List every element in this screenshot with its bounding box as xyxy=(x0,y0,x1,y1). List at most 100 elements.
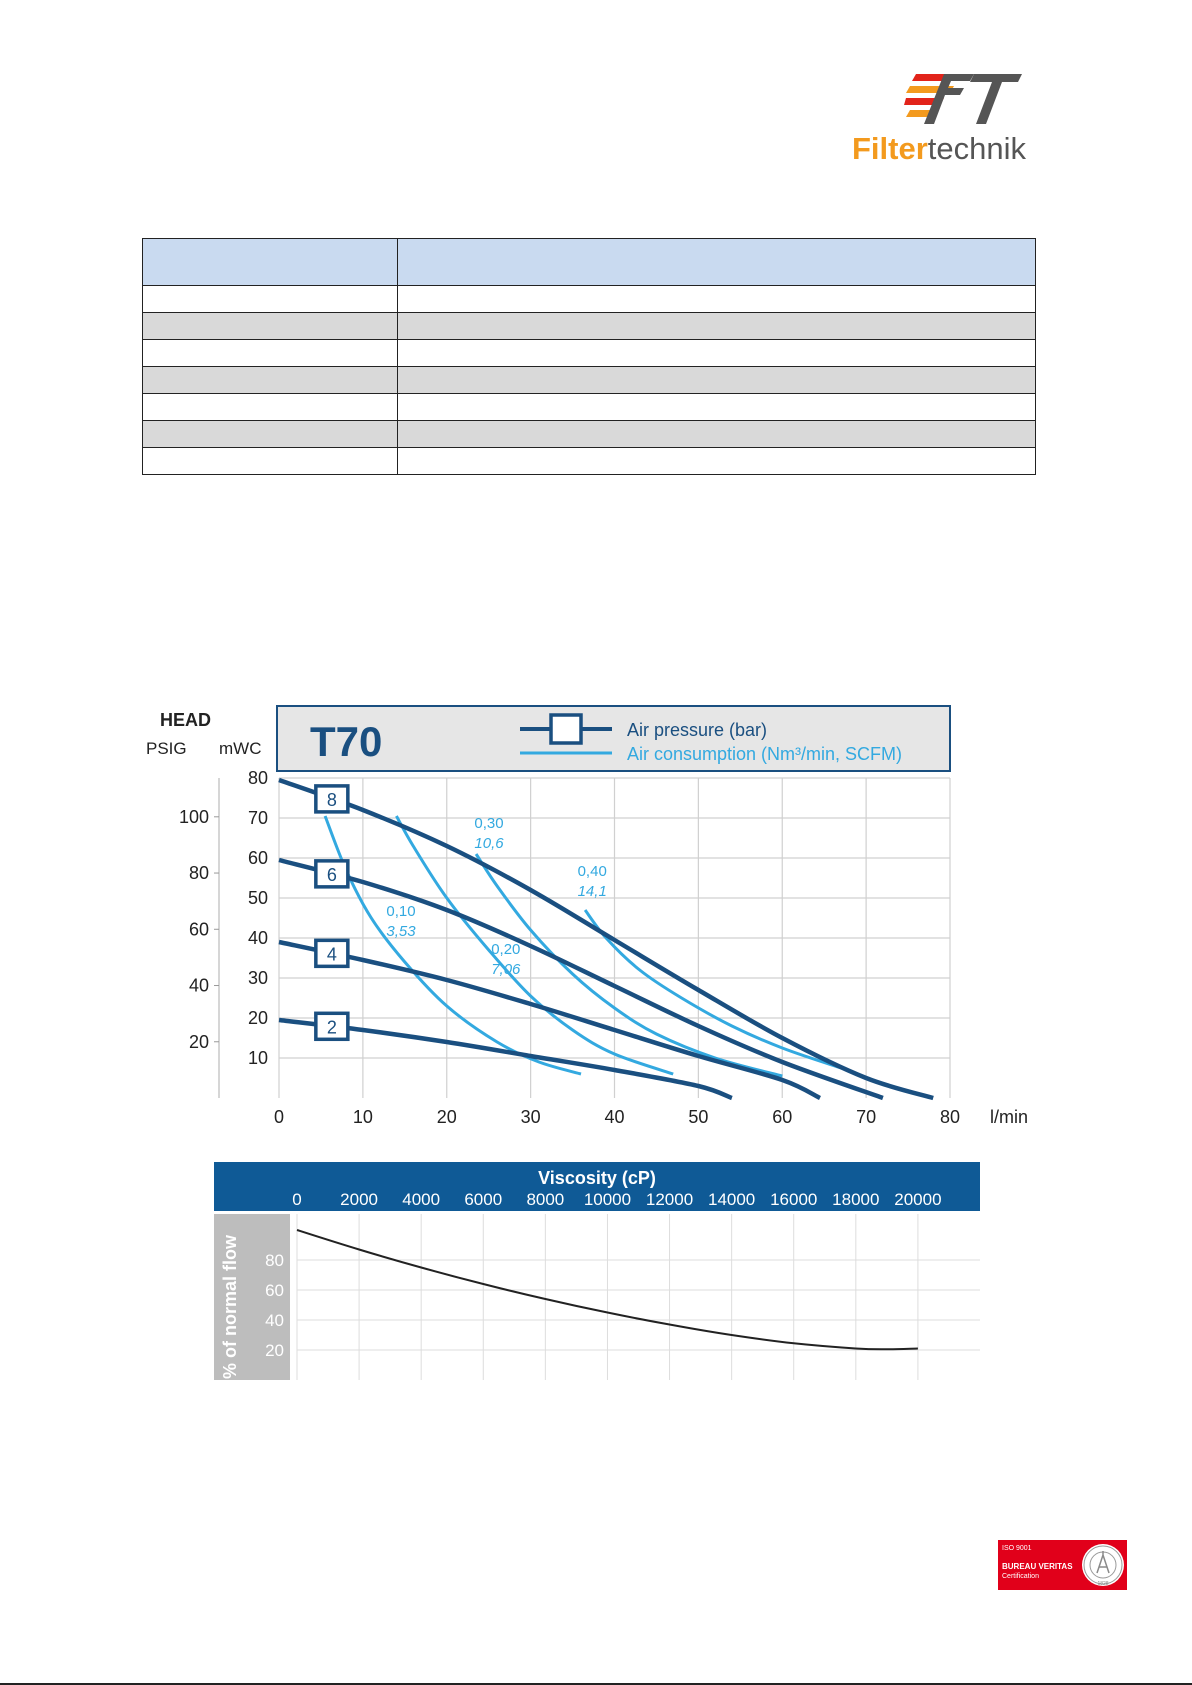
x-tick-label: 80 xyxy=(940,1107,960,1127)
seal-line1: ISO 9001 xyxy=(1002,1545,1032,1552)
viscosity-series xyxy=(296,1229,918,1351)
consumption-label-metric: 0,40 xyxy=(578,863,607,880)
viscosity-grid xyxy=(296,1214,980,1380)
legend-pressure-label: Air pressure (bar) xyxy=(627,720,767,740)
pressure-label-box xyxy=(314,938,350,969)
air-pressure-curve xyxy=(278,1017,733,1101)
table-cell xyxy=(142,312,398,340)
pressure-label-box xyxy=(314,784,350,814)
x-tick-label: 20000 xyxy=(894,1190,941,1209)
legend-pressure-box xyxy=(549,713,583,745)
chart-data-labels: 8 6 4 2 0,10 3,53 0,20 7,06 0,30 10,6 0,40 14,1 xyxy=(314,784,607,1042)
y-unit-mwc: mWC xyxy=(219,739,261,758)
seal-line2: BUREAU VERITAS xyxy=(1002,1562,1073,1571)
air-pressure-curve xyxy=(278,777,934,1101)
table-cell xyxy=(397,312,1036,340)
bureau-veritas-seal: ISO 9001 BUREAU VERITAS Certification 18… xyxy=(998,1540,1127,1590)
table-row xyxy=(142,312,1036,340)
y-tick-label-psig: 100 xyxy=(179,807,209,827)
consumption-label-metric: 0,20 xyxy=(491,941,520,958)
x-tick-label: 18000 xyxy=(832,1190,879,1209)
table-cell xyxy=(397,366,1036,394)
pressure-label-box xyxy=(314,859,350,889)
table-cell xyxy=(142,366,398,394)
pressure-label: 4 xyxy=(327,944,337,964)
viscosity-y-label: % of normal flow xyxy=(220,1234,240,1379)
specification-table xyxy=(142,238,1036,475)
x-tick-label: 16000 xyxy=(770,1190,817,1209)
table-cell xyxy=(142,447,398,475)
page-bottom-rule xyxy=(0,1683,1192,1685)
air-pressure-curve xyxy=(278,857,884,1101)
x-tick-label: 20 xyxy=(437,1107,457,1127)
x-tick-label: 0 xyxy=(292,1190,301,1209)
viscosity-header xyxy=(214,1162,980,1211)
x-tick-label: 10 xyxy=(353,1107,373,1127)
x-tick-label: 10000 xyxy=(584,1190,631,1209)
air-consumption-curve xyxy=(583,909,842,1070)
air-consumption-curve xyxy=(474,853,783,1078)
company-name-part1: Filter xyxy=(852,131,928,166)
x-tick-label: 8000 xyxy=(526,1190,564,1209)
table-row xyxy=(142,420,1036,448)
chart-title: T70 xyxy=(310,718,382,765)
y-tick-label-mwc: 30 xyxy=(248,968,268,988)
viscosity-y-band xyxy=(214,1214,290,1380)
y-tick-label-psig: 60 xyxy=(189,919,209,939)
ft-logo-mark xyxy=(904,74,1022,124)
x-tick-label: 12000 xyxy=(646,1190,693,1209)
legend-box xyxy=(276,705,951,772)
pressure-label: 2 xyxy=(327,1017,337,1037)
table-cell xyxy=(397,393,1036,421)
y-tick-label: 20 xyxy=(265,1341,284,1360)
consumption-label-metric: 0,30 xyxy=(474,815,503,832)
table-cell xyxy=(142,393,398,421)
x-tick-label: 70 xyxy=(856,1107,876,1127)
consumption-label-metric: 0,10 xyxy=(386,903,415,920)
table-row xyxy=(142,366,1036,394)
y-tick-label-mwc: 20 xyxy=(248,1008,268,1028)
x-tick-label: 4000 xyxy=(402,1190,440,1209)
table-row xyxy=(142,339,1036,367)
pressure-label: 8 xyxy=(327,790,337,810)
company-logo: Filtertechnik xyxy=(848,66,1048,166)
air-consumption-curve xyxy=(395,815,674,1076)
pressure-label-box xyxy=(314,1011,350,1042)
y-tick-label-psig: 40 xyxy=(189,976,209,996)
x-tick-label: 14000 xyxy=(708,1190,755,1209)
seal-line3: Certification xyxy=(1002,1573,1039,1580)
y-tick-label-mwc: 50 xyxy=(248,888,268,908)
company-name-part2: technik xyxy=(927,131,1027,166)
chart-tick-labels: 0 10 20 30 40 50 60 70 80 10 20 30 40 50 60 70 80 20 40 60 8… xyxy=(179,768,960,1127)
x-tick-label: 50 xyxy=(688,1107,708,1127)
viscosity-chart: Viscosity (cP) % of normal flow 0 2000 400… xyxy=(214,1162,980,1380)
air-pressure-curve xyxy=(278,939,822,1101)
pressure-label: 6 xyxy=(327,865,337,885)
y-tick-label-mwc: 60 xyxy=(248,848,268,868)
y-tick-label-psig: 80 xyxy=(189,863,209,883)
x-tick-label: 60 xyxy=(772,1107,792,1127)
y-axis-label: HEAD xyxy=(160,710,211,730)
x-tick-label: 40 xyxy=(604,1107,624,1127)
y-unit-psig: PSIG xyxy=(146,739,187,758)
consumption-label-imperial: 14,1 xyxy=(578,883,607,900)
table-cell xyxy=(397,420,1036,448)
table-row xyxy=(142,447,1036,475)
chart-grid xyxy=(214,777,951,1098)
y-tick-label-mwc: 10 xyxy=(248,1048,268,1068)
y-tick-label-psig: 20 xyxy=(189,1032,209,1052)
svg-text:1828: 1828 xyxy=(1097,1581,1108,1587)
x-tick-label: 2000 xyxy=(340,1190,378,1209)
flow-vs-viscosity-curve xyxy=(296,1229,918,1351)
x-axis-label: l/min xyxy=(990,1107,1028,1127)
company-name: Filtertechnik xyxy=(852,132,1026,166)
y-tick-label-mwc: 80 xyxy=(248,768,268,788)
consumption-label-imperial: 10,6 xyxy=(474,835,504,852)
y-tick-label-mwc: 70 xyxy=(248,808,268,828)
table-cell xyxy=(142,238,398,286)
x-tick-label: 0 xyxy=(274,1107,284,1127)
table-row xyxy=(142,393,1036,421)
table-cell xyxy=(397,447,1036,475)
chart-series xyxy=(278,777,934,1101)
consumption-label-imperial: 3,53 xyxy=(386,923,416,940)
